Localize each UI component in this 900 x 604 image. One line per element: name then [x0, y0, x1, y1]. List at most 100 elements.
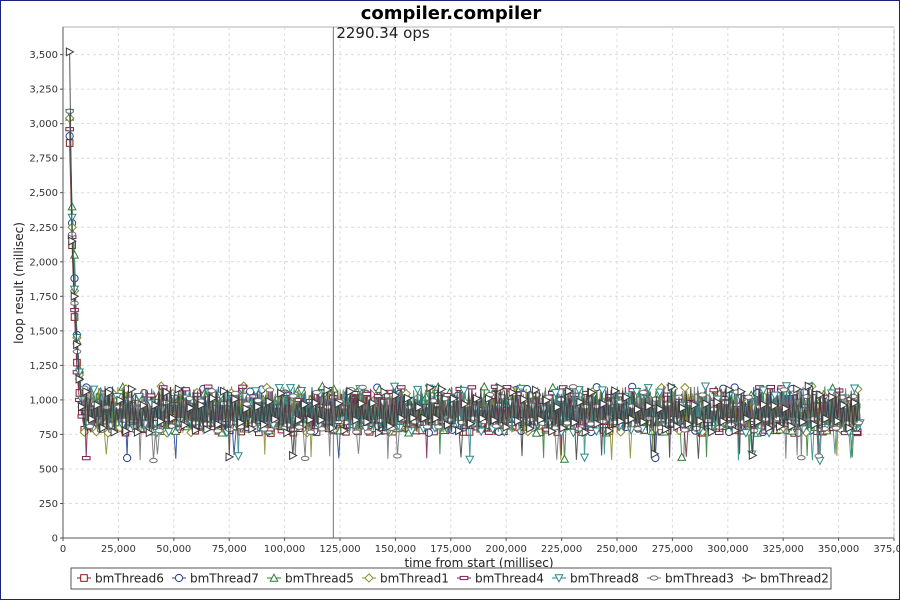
data-point	[779, 387, 789, 393]
data-point	[389, 382, 400, 392]
data-point	[760, 400, 769, 410]
data-point	[591, 427, 601, 437]
legend-label-bmThread4: bmThread4	[475, 572, 544, 586]
data-point	[162, 387, 172, 397]
data-point	[622, 392, 632, 403]
legend-marker	[745, 573, 754, 583]
data-point	[65, 108, 74, 114]
data-point	[709, 388, 719, 393]
data-point	[180, 420, 190, 430]
legend-label-bmThread3: bmThread3	[665, 572, 734, 586]
x-tick-label: 325,000	[763, 544, 804, 555]
data-point	[412, 385, 423, 395]
data-point	[698, 392, 707, 398]
data-point	[289, 450, 298, 461]
axes: 0 250 500 750 1,000 1,250 1,500 1,750 2,000 2,250…	[29, 27, 900, 555]
data-point	[444, 420, 453, 430]
x-tick-label: 150,000	[375, 544, 416, 555]
data-point	[793, 384, 802, 394]
data-point	[574, 386, 584, 395]
data-point	[294, 424, 304, 430]
data-point	[237, 418, 246, 428]
data-point	[139, 400, 149, 411]
legend-label-bmThread1: bmThread1	[380, 572, 449, 586]
data-point	[804, 381, 814, 391]
data-point	[369, 398, 378, 408]
data-point	[550, 425, 559, 431]
data-point	[73, 340, 82, 350]
data-point	[317, 415, 327, 425]
data-point	[312, 389, 321, 396]
data-point	[213, 428, 222, 434]
data-point	[472, 393, 482, 404]
data-point	[409, 413, 419, 423]
data-point	[702, 399, 712, 409]
data-point	[839, 400, 849, 410]
data-point	[662, 424, 671, 434]
data-point	[358, 384, 367, 390]
y-tick-label: 1,250	[29, 361, 58, 372]
y-tick-label: 2,250	[29, 223, 58, 234]
data-point	[680, 382, 690, 393]
data-point	[220, 386, 229, 396]
legend-marker	[459, 575, 469, 581]
data-point	[852, 430, 861, 435]
data-point	[288, 393, 298, 399]
data-point	[105, 388, 114, 398]
legend-marker	[269, 573, 279, 582]
data-point	[122, 426, 131, 436]
data-point	[617, 416, 626, 426]
data-point	[295, 415, 304, 425]
data-point	[277, 388, 286, 398]
data-point	[632, 387, 642, 397]
data-point	[374, 428, 384, 438]
data-point	[352, 415, 361, 425]
data-point	[157, 416, 166, 427]
data-point	[725, 385, 735, 395]
data-point	[296, 386, 307, 396]
data-point	[265, 387, 275, 393]
y-tick-label: 750	[39, 430, 58, 441]
legend: bmThread6 bmThread7 bmThread5 bmThread1 bmTh…	[70, 567, 832, 590]
data-point	[128, 384, 137, 394]
data-point	[562, 420, 572, 426]
data-point	[410, 419, 420, 425]
data-point	[75, 374, 85, 384]
series-bmThread2	[65, 47, 860, 462]
data-point	[460, 399, 470, 409]
data-point	[466, 419, 476, 429]
data-point	[797, 455, 806, 461]
data-point	[146, 393, 156, 398]
data-point	[334, 398, 344, 409]
data-point	[496, 383, 506, 393]
x-tick-label: 0	[60, 544, 66, 555]
data-point	[362, 391, 372, 397]
data-point	[586, 421, 596, 427]
data-point	[151, 400, 161, 410]
data-point	[253, 397, 263, 404]
data-point	[346, 386, 356, 397]
data-point	[579, 453, 590, 463]
data-point	[854, 420, 864, 426]
data-point	[363, 417, 373, 427]
x-tick-label: 75,000	[212, 544, 247, 555]
data-point	[514, 416, 523, 426]
x-tick-label: 50,000	[156, 544, 191, 555]
data-point	[82, 386, 92, 397]
data-point	[708, 427, 717, 437]
data-point	[542, 395, 552, 406]
data-point	[340, 425, 349, 436]
data-point	[570, 417, 580, 428]
data-point	[317, 426, 327, 432]
data-point	[465, 455, 475, 465]
grid-lines	[62, 27, 895, 539]
legend-label-bmThread2: bmThread2	[760, 572, 829, 586]
legend-label-bmThread7: bmThread7	[190, 572, 259, 586]
data-point	[77, 396, 87, 405]
data-point	[233, 452, 243, 461]
data-point	[502, 422, 512, 432]
data-point	[455, 426, 464, 436]
data-point	[184, 395, 194, 402]
